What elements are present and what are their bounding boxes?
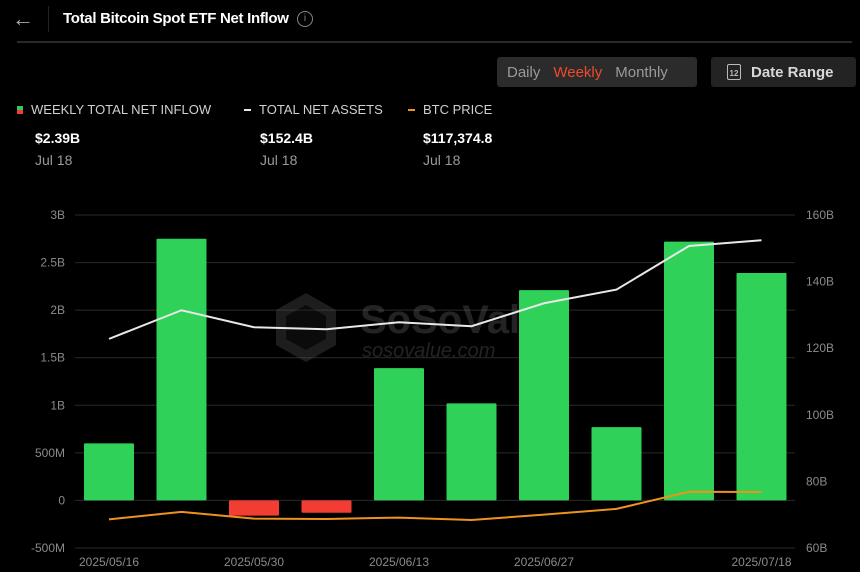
left-axis-tick: 2B xyxy=(50,303,65,317)
legend-item-net-assets[interactable]: TOTAL NET ASSETS xyxy=(244,102,383,117)
left-axis-tick: 0 xyxy=(58,493,65,507)
inflow-bar xyxy=(229,500,279,516)
inflow-bar xyxy=(736,273,787,501)
legend-swatch xyxy=(244,108,251,111)
left-axis-tick: 1B xyxy=(50,398,65,412)
net-inflow-date: Jul 18 xyxy=(35,152,73,168)
legend-label: TOTAL NET ASSETS xyxy=(259,102,383,117)
legend-swatch xyxy=(17,105,23,114)
inflow-bar xyxy=(156,238,207,501)
right-axis-tick: 100B xyxy=(806,408,834,422)
legend-swatch xyxy=(408,108,415,111)
inflow-bar xyxy=(519,290,569,501)
left-axis-tick: 500M xyxy=(35,446,65,460)
x-axis-tick: 2025/07/18 xyxy=(731,555,791,569)
inflow-bar xyxy=(301,500,352,513)
right-axis-tick: 140B xyxy=(806,275,834,289)
divider xyxy=(17,41,852,43)
inflow-bar xyxy=(84,443,134,501)
inflow-bar xyxy=(446,403,497,501)
right-axis-tick: 120B xyxy=(806,341,834,355)
total-net-assets-line xyxy=(108,239,762,340)
btc-price-date: Jul 18 xyxy=(423,152,461,168)
legend-item-net-inflow[interactable]: WEEKLY TOTAL NET INFLOW xyxy=(17,102,211,117)
right-axis-tick: 80B xyxy=(806,474,827,488)
divider xyxy=(48,6,49,32)
legend-item-btc-price[interactable]: BTC PRICE xyxy=(408,102,492,117)
x-axis-tick: 2025/06/13 xyxy=(369,555,429,569)
right-axis-tick: 160B xyxy=(806,208,834,222)
left-axis-tick: 1.5B xyxy=(40,351,65,365)
period-selector: Daily Weekly Monthly xyxy=(497,57,697,87)
x-axis-tick: 2025/06/27 xyxy=(514,555,574,569)
x-axis-tick: 2025/05/16 xyxy=(79,555,139,569)
info-icon[interactable]: i xyxy=(297,11,313,27)
btc-price-line xyxy=(108,490,762,521)
inflow-bar xyxy=(664,241,714,501)
inflow-bar xyxy=(591,427,642,501)
page-title: Total Bitcoin Spot ETF Net Inflow xyxy=(63,10,289,27)
tab-daily[interactable]: Daily xyxy=(507,63,541,81)
date-range-label: Date Range xyxy=(751,63,834,81)
net-inflow-value: $2.39B xyxy=(35,130,81,146)
legend-label: WEEKLY TOTAL NET INFLOW xyxy=(31,102,212,117)
net-assets-date: Jul 18 xyxy=(260,152,298,168)
tab-weekly[interactable]: Weekly xyxy=(553,63,603,81)
net-assets-value: $152.4B xyxy=(260,130,313,146)
x-axis-tick: 2025/05/30 xyxy=(224,555,284,569)
left-axis-tick: 3B xyxy=(50,208,65,222)
back-button[interactable]: ← xyxy=(12,6,34,32)
sosovalue-logo-icon xyxy=(276,293,336,362)
date-range-button[interactable]: 12 Date Range xyxy=(711,57,856,87)
right-axis-tick: 60B xyxy=(806,541,827,555)
tab-monthly[interactable]: Monthly xyxy=(615,63,668,81)
calendar-icon: 12 xyxy=(727,64,741,80)
svg-text:sosovalue.com: sosovalue.com xyxy=(362,340,495,362)
legend-label: BTC PRICE xyxy=(423,102,493,117)
btc-price-value: $117,374.8 xyxy=(423,130,493,146)
arrow-left-icon: ← xyxy=(12,6,34,31)
left-axis-tick: 2.5B xyxy=(40,256,65,270)
inflow-bar xyxy=(374,368,424,501)
left-axis-tick: -500M xyxy=(31,541,65,555)
